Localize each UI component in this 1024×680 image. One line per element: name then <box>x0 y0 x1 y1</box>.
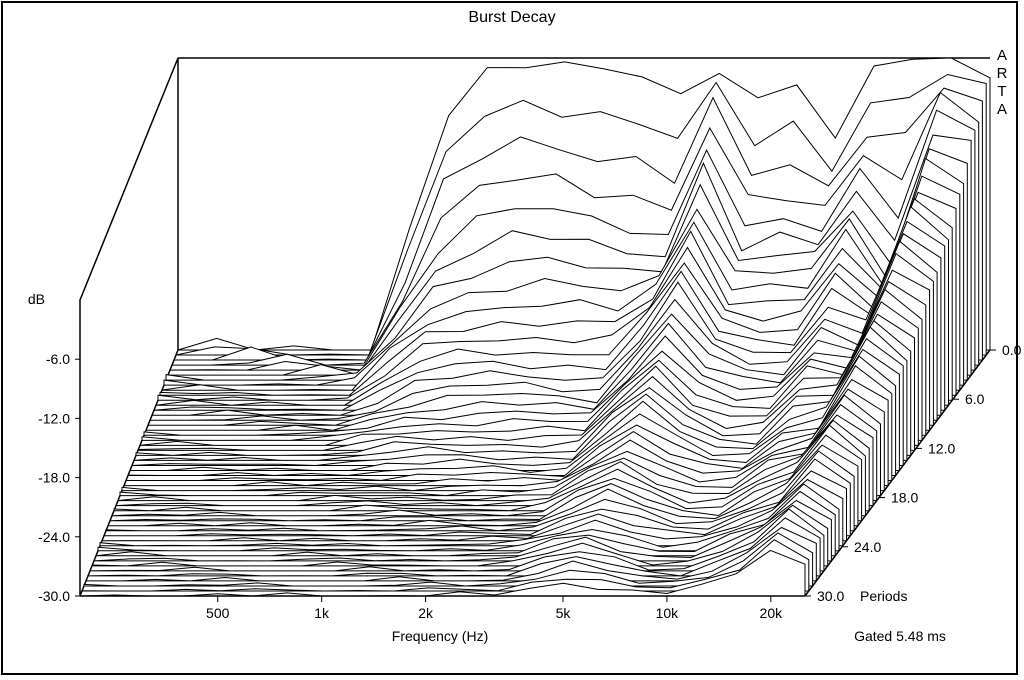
z-tick-label: 18.0 <box>891 490 918 506</box>
watermark-char: R <box>997 65 1008 82</box>
y-tick-label: -24.0 <box>38 529 70 545</box>
x-tick-label: 500 <box>206 605 230 621</box>
z-tick-label: 0.0 <box>1002 342 1022 358</box>
z-axis-label: Periods <box>860 588 907 604</box>
burst-decay-waterfall-plot: Burst DecayARTAdB-6.0-12.0-18.0-24.0-30.… <box>0 0 1024 680</box>
y-tick-label: -6.0 <box>46 351 70 367</box>
z-tick-label: 24.0 <box>854 539 881 555</box>
y-tick-label: -12.0 <box>38 410 70 426</box>
watermark-char: A <box>997 101 1007 118</box>
y-tick-label: -30.0 <box>38 588 70 604</box>
watermark-char: T <box>997 83 1006 100</box>
z-tick-label: 6.0 <box>965 391 985 407</box>
x-tick-label: 5k <box>556 605 572 621</box>
x-tick-label: 1k <box>314 605 330 621</box>
watermark-char: A <box>997 47 1007 64</box>
y-axis-label: dB <box>28 291 45 307</box>
z-tick-label: 12.0 <box>928 440 955 456</box>
x-axis-label: Frequency (Hz) <box>392 628 488 644</box>
chart-title: Burst Decay <box>468 9 555 26</box>
x-tick-label: 20k <box>760 605 784 621</box>
chart-subtitle: Gated 5.48 ms <box>854 628 946 644</box>
x-tick-label: 2k <box>418 605 434 621</box>
y-tick-label: -18.0 <box>38 470 70 486</box>
x-tick-label: 10k <box>656 605 680 621</box>
waterfall-slices <box>80 58 990 596</box>
z-tick-label: 30.0 <box>817 588 844 604</box>
